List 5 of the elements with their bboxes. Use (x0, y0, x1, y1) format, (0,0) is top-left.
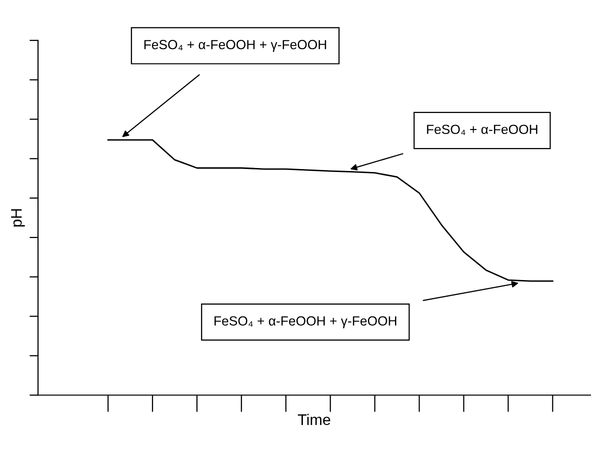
text: FeSO₄ + α-FeOOH + γ-FeOOH (144, 40, 326, 52)
annotation: FeSO₄ + α-FeOOH + γ-FeOOH (214, 316, 396, 328)
text: FeSO₄ + α-FeOOH (427, 124, 538, 136)
y-axis-title: pH (11, 209, 25, 227)
x-axis-title: Time (298, 414, 330, 426)
